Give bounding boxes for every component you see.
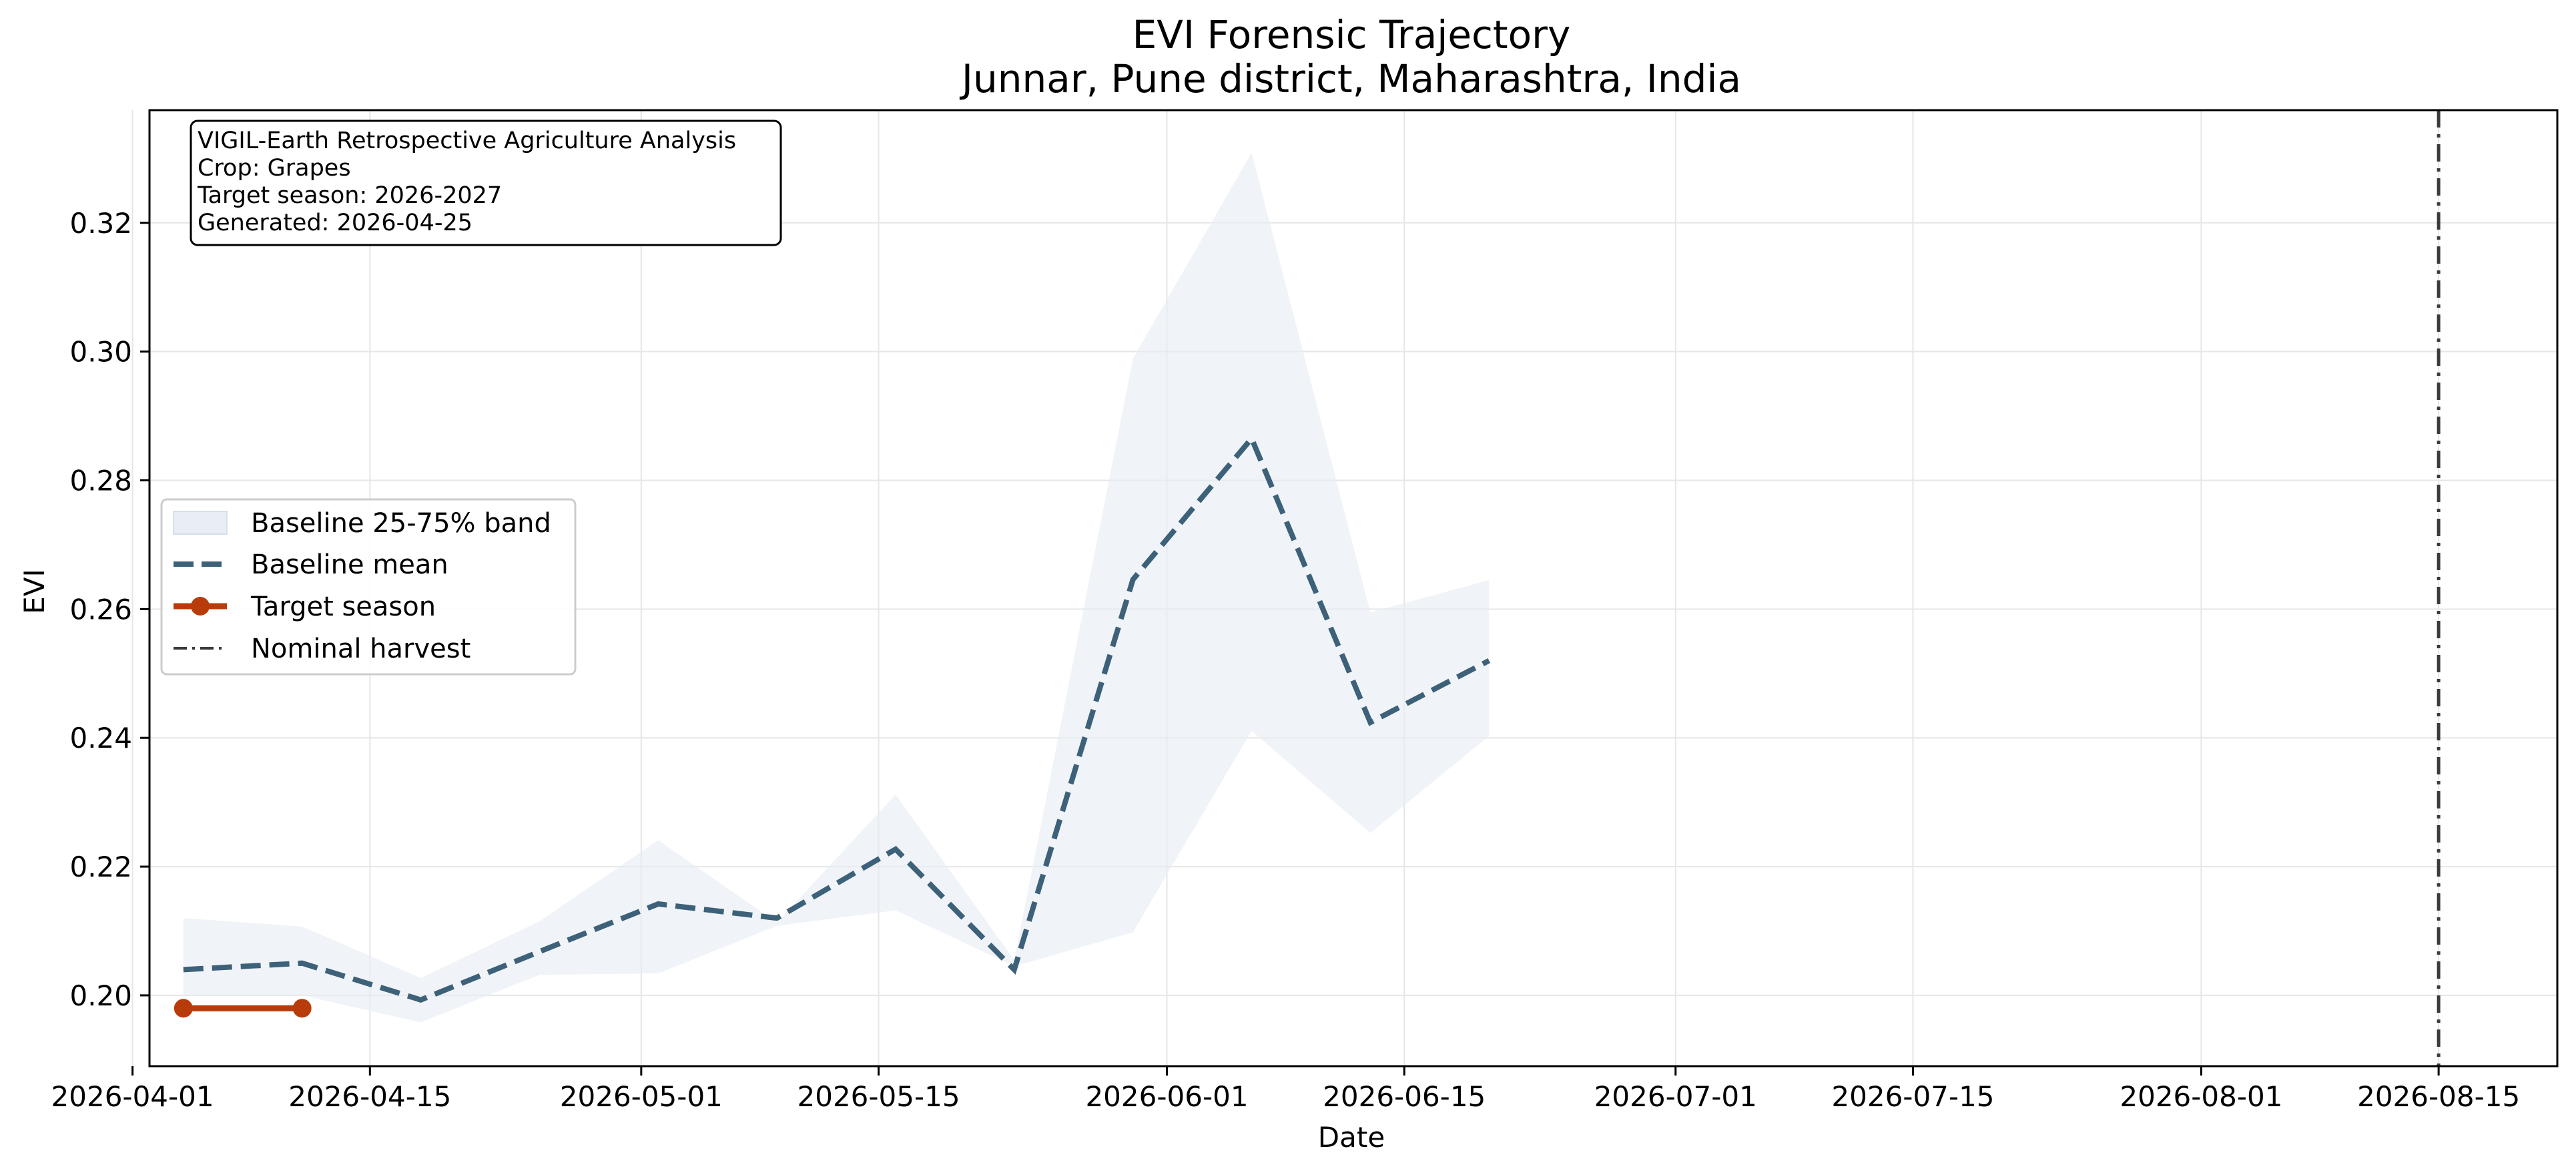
y-axis-label: EVI bbox=[18, 569, 51, 614]
legend-swatch-band bbox=[173, 511, 228, 535]
legend-label-band: Baseline 25-75% band bbox=[251, 508, 551, 539]
y-tick-label: 0.28 bbox=[69, 464, 132, 497]
baseline-mean-line bbox=[183, 433, 1491, 1003]
info-line-title: VIGIL-Earth Retrospective Agriculture An… bbox=[198, 128, 736, 154]
y-tick-label: 0.24 bbox=[69, 722, 132, 754]
x-tick-label: 2026-06-01 bbox=[1085, 1080, 1248, 1113]
legend-frame bbox=[160, 498, 577, 676]
x-tick-label: 2026-05-15 bbox=[797, 1080, 960, 1113]
x-tick-label: 2026-08-01 bbox=[2120, 1080, 2282, 1113]
info-line-generated: Generated: 2026-04-25 bbox=[198, 210, 472, 236]
y-axis: 0.20 0.22 0.24 0.26 0.28 0.30 0.32 bbox=[69, 207, 149, 1012]
baseline-band-area bbox=[183, 152, 1490, 1023]
info-line-season: Target season: 2026-2027 bbox=[197, 182, 502, 209]
target-season-point bbox=[292, 999, 312, 1018]
chart-subtitle: Junnar, Pune district, Maharashtra, Indi… bbox=[960, 56, 1741, 101]
x-axis-label: Date bbox=[1318, 1121, 1385, 1154]
legend-label-mean: Baseline mean bbox=[251, 549, 448, 580]
legend-marker-target bbox=[191, 597, 210, 616]
x-tick-label: 2026-05-01 bbox=[560, 1080, 723, 1113]
target-season-point bbox=[174, 999, 193, 1018]
x-tick-label: 2026-08-15 bbox=[2357, 1080, 2520, 1113]
x-tick-label: 2026-07-01 bbox=[1594, 1080, 1757, 1113]
y-tick-label: 0.20 bbox=[69, 979, 132, 1012]
y-tick-label: 0.30 bbox=[69, 336, 132, 369]
info-line-crop: Crop: Grapes bbox=[198, 155, 351, 182]
y-tick-label: 0.22 bbox=[69, 851, 132, 883]
y-tick-label: 0.32 bbox=[69, 207, 132, 240]
x-tick-label: 2026-07-15 bbox=[1831, 1080, 1994, 1113]
chart-title: EVI Forensic Trajectory bbox=[1133, 12, 1571, 57]
x-axis: 2026-04-01 2026-04-15 2026-05-01 2026-05-15… bbox=[51, 1066, 2520, 1113]
target-season-points bbox=[174, 999, 312, 1018]
x-tick-label: 2026-06-15 bbox=[1323, 1080, 1486, 1113]
legend-label-harvest: Nominal harvest bbox=[251, 634, 470, 664]
legend: Baseline 25-75% band Baseline mean Targe… bbox=[160, 498, 577, 676]
plot-frame bbox=[148, 109, 2559, 1068]
y-tick-label: 0.26 bbox=[69, 593, 132, 626]
x-tick-label: 2026-04-15 bbox=[288, 1080, 451, 1113]
legend-label-target: Target season bbox=[250, 592, 436, 622]
info-box: VIGIL-Earth Retrospective Agriculture An… bbox=[190, 120, 782, 246]
x-tick-label: 2026-04-01 bbox=[51, 1080, 214, 1113]
